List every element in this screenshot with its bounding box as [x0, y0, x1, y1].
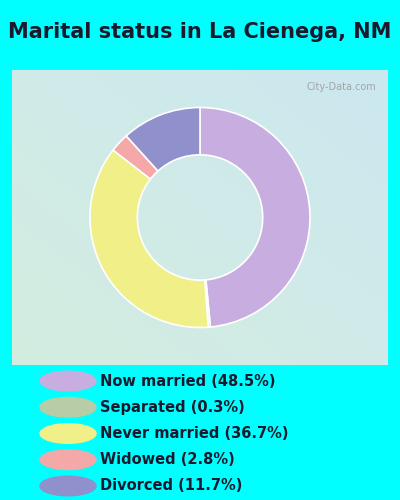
Circle shape — [40, 450, 96, 469]
Circle shape — [40, 476, 96, 496]
Wedge shape — [126, 108, 200, 171]
Circle shape — [40, 424, 96, 444]
Wedge shape — [200, 108, 310, 327]
Text: Now married (48.5%): Now married (48.5%) — [100, 374, 276, 388]
Text: Divorced (11.7%): Divorced (11.7%) — [100, 478, 242, 494]
Wedge shape — [90, 150, 208, 328]
Circle shape — [40, 398, 96, 417]
Text: City-Data.com: City-Data.com — [307, 82, 377, 92]
Wedge shape — [205, 280, 210, 327]
Wedge shape — [113, 136, 158, 179]
Text: Separated (0.3%): Separated (0.3%) — [100, 400, 245, 415]
Text: Never married (36.7%): Never married (36.7%) — [100, 426, 288, 441]
Text: Widowed (2.8%): Widowed (2.8%) — [100, 452, 235, 467]
Text: Marital status in La Cienega, NM: Marital status in La Cienega, NM — [8, 22, 392, 42]
Circle shape — [40, 371, 96, 391]
